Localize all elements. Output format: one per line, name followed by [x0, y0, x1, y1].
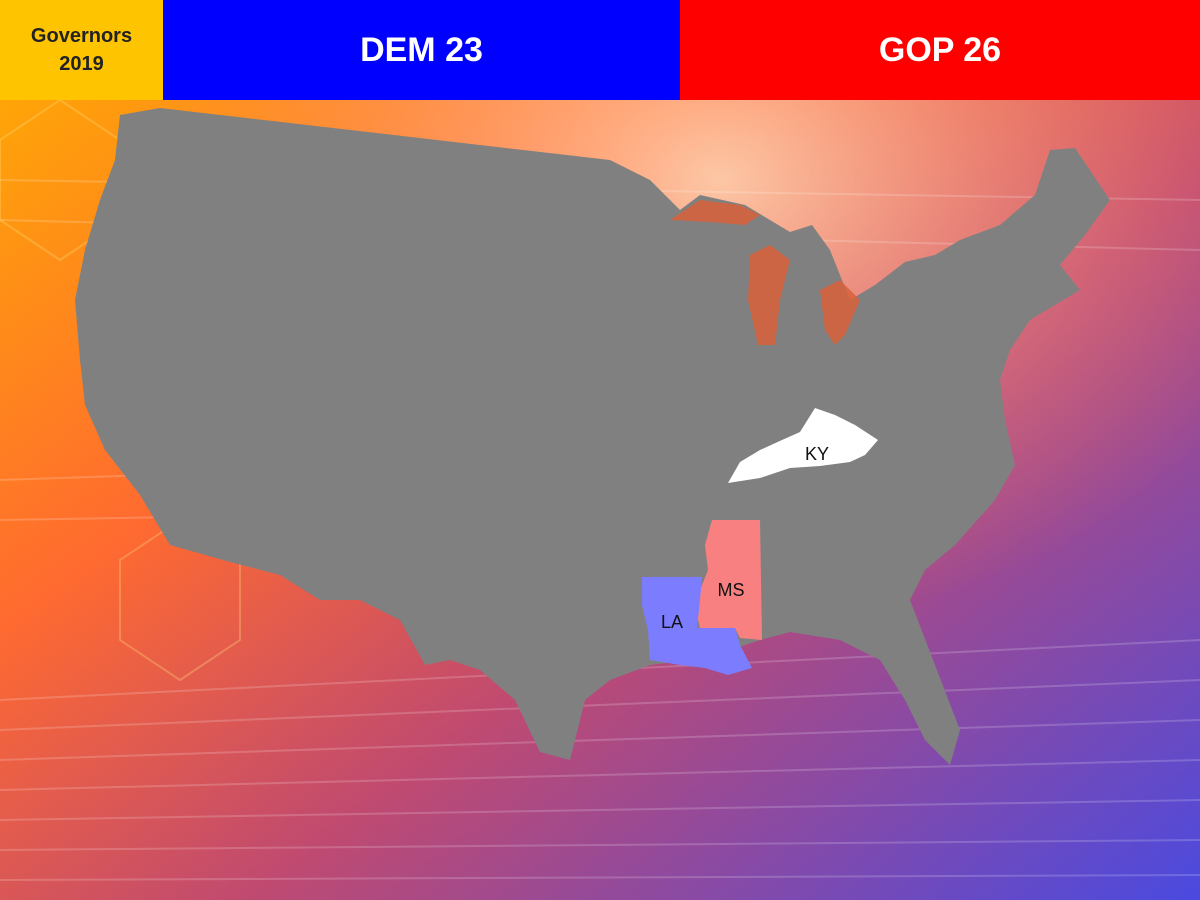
- us-base-landmass: [75, 108, 1110, 765]
- dem-count-tile: DEM 23: [163, 0, 680, 100]
- title-line-2: 2019: [59, 53, 104, 75]
- state-la: [642, 577, 752, 675]
- header-bar: Governors 2019 DEM 23 GOP 26: [0, 0, 1200, 100]
- great-lakes: [670, 200, 860, 345]
- title-line-1: Governors: [30, 25, 133, 47]
- state-ms: [697, 520, 762, 640]
- gop-count-tile: GOP 26: [680, 0, 1200, 100]
- state-ky: [728, 408, 878, 483]
- state-label-ky: KY: [805, 444, 829, 464]
- dem-count-label: DEM 23: [360, 30, 483, 69]
- state-label-ms: MS: [718, 580, 745, 600]
- state-label-la: LA: [661, 612, 683, 632]
- title-tile: Governors 2019: [0, 0, 163, 100]
- gop-count-label: GOP 26: [878, 30, 1002, 69]
